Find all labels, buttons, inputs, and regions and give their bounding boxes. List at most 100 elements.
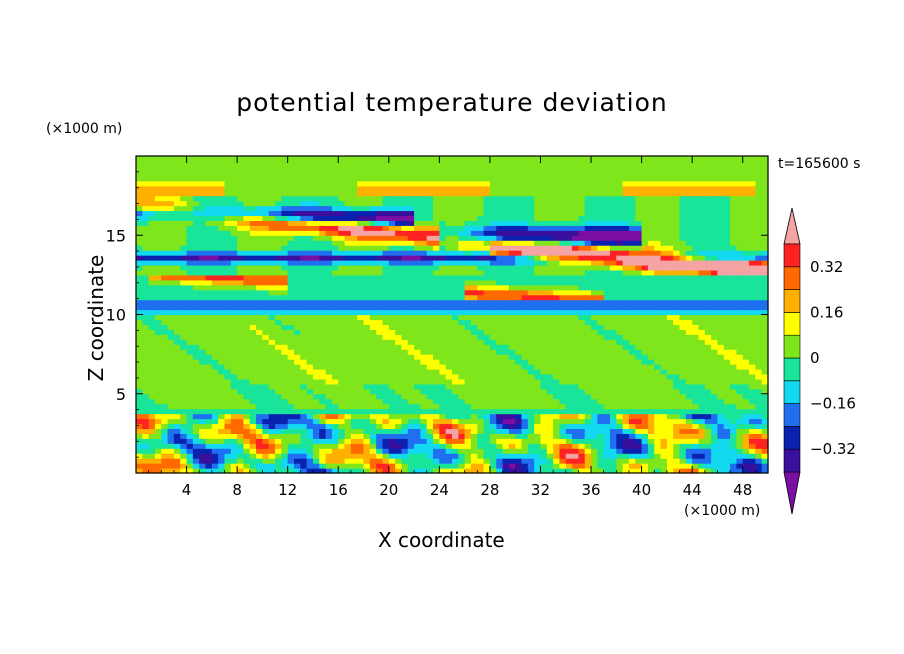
heatmap-cell xyxy=(521,448,529,454)
heatmap-cell xyxy=(572,170,579,177)
heatmap-cell xyxy=(559,309,567,316)
heatmap-cell xyxy=(496,255,504,261)
heatmap-cell xyxy=(281,443,289,449)
heatmap-cell xyxy=(136,264,143,271)
heatmap-cell xyxy=(154,210,162,217)
heatmap-cell xyxy=(357,398,365,405)
heatmap-cell xyxy=(502,245,510,251)
heatmap-cell xyxy=(344,383,352,390)
heatmap-cell xyxy=(319,294,327,301)
heatmap-cell xyxy=(414,225,421,231)
heatmap-cell xyxy=(186,175,194,182)
heatmap-cell xyxy=(553,299,561,306)
heatmap-cell xyxy=(515,408,523,415)
heatmap-cell xyxy=(610,373,617,380)
heatmap-cell xyxy=(508,428,516,434)
heatmap-cell xyxy=(414,250,421,256)
heatmap-cell xyxy=(540,443,548,449)
heatmap-cell xyxy=(262,373,270,380)
heatmap-cell xyxy=(167,448,175,454)
heatmap-cell xyxy=(382,260,390,266)
heatmap-cell xyxy=(192,255,200,261)
heatmap-cell xyxy=(192,388,200,395)
heatmap-cell xyxy=(363,269,371,276)
heatmap-cell xyxy=(603,215,611,221)
heatmap-cell xyxy=(616,463,624,469)
heatmap-cell xyxy=(616,165,624,172)
heatmap-cell xyxy=(426,378,434,385)
heatmap-cell xyxy=(173,309,181,316)
heatmap-cell xyxy=(483,403,491,410)
heatmap-cell xyxy=(584,225,592,231)
heatmap-cell xyxy=(262,165,270,172)
heatmap-cell xyxy=(508,260,516,266)
heatmap-cell xyxy=(275,185,282,192)
heatmap-cell xyxy=(433,309,440,316)
heatmap-cell xyxy=(420,339,428,345)
heatmap-cell xyxy=(224,344,232,350)
heatmap-cell xyxy=(382,354,390,360)
heatmap-cell xyxy=(508,175,516,182)
heatmap-cell xyxy=(420,294,428,301)
heatmap-cell xyxy=(363,349,371,355)
heatmap-cell xyxy=(256,423,263,430)
heatmap-cell xyxy=(426,314,434,321)
heatmap-cell xyxy=(433,284,440,291)
heatmap-cell xyxy=(300,314,308,321)
heatmap-cell xyxy=(167,378,175,385)
heatmap-cell xyxy=(211,200,219,207)
heatmap-cell xyxy=(186,255,194,261)
heatmap-cell xyxy=(565,368,573,375)
heatmap-cell xyxy=(578,160,586,167)
heatmap-cell xyxy=(199,200,207,207)
heatmap-cell xyxy=(458,383,466,390)
heatmap-cell xyxy=(477,339,485,345)
heatmap-cell xyxy=(559,225,567,231)
heatmap-cell xyxy=(616,458,624,464)
heatmap-cell xyxy=(167,423,175,430)
heatmap-cell xyxy=(382,205,390,212)
heatmap-cell xyxy=(401,185,409,192)
heatmap-cell xyxy=(306,448,314,454)
heatmap-cell xyxy=(597,240,605,246)
heatmap-cell xyxy=(262,264,270,271)
heatmap-cell xyxy=(294,368,301,375)
heatmap-cell xyxy=(458,433,466,439)
heatmap-cell xyxy=(458,240,466,246)
heatmap-cell xyxy=(591,408,598,415)
heatmap-cell xyxy=(477,284,485,291)
heatmap-cell xyxy=(395,304,403,311)
heatmap-cell xyxy=(452,230,459,236)
heatmap-cell xyxy=(452,185,459,192)
heatmap-cell xyxy=(496,334,504,340)
heatmap-cell xyxy=(559,359,567,365)
heatmap-cell xyxy=(350,156,358,162)
heatmap-cell xyxy=(597,170,605,177)
heatmap-cell xyxy=(420,304,428,311)
heatmap-cell xyxy=(192,195,200,202)
heatmap-cell xyxy=(420,463,428,469)
heatmap-cell xyxy=(363,334,371,340)
heatmap-cell xyxy=(154,255,162,261)
heatmap-cell xyxy=(237,359,245,365)
heatmap-cell xyxy=(610,433,617,439)
heatmap-cell xyxy=(452,210,459,217)
heatmap-cell xyxy=(559,220,567,226)
heatmap-cell xyxy=(338,185,346,192)
heatmap-cell xyxy=(382,373,390,380)
heatmap-cell xyxy=(508,314,516,321)
heatmap-cell xyxy=(224,269,232,276)
heatmap-cell xyxy=(414,428,421,434)
heatmap-cell xyxy=(142,324,150,330)
heatmap-cell xyxy=(407,235,415,241)
heatmap-cell xyxy=(559,269,567,276)
heatmap-cell xyxy=(426,388,434,395)
heatmap-cell xyxy=(350,190,358,197)
heatmap-cell xyxy=(565,220,573,226)
heatmap-cell xyxy=(256,304,263,311)
heatmap-cell xyxy=(483,319,491,325)
heatmap-cell xyxy=(363,255,371,261)
heatmap-cell xyxy=(338,284,346,291)
heatmap-cell xyxy=(489,180,497,187)
heatmap-cell xyxy=(376,175,384,182)
